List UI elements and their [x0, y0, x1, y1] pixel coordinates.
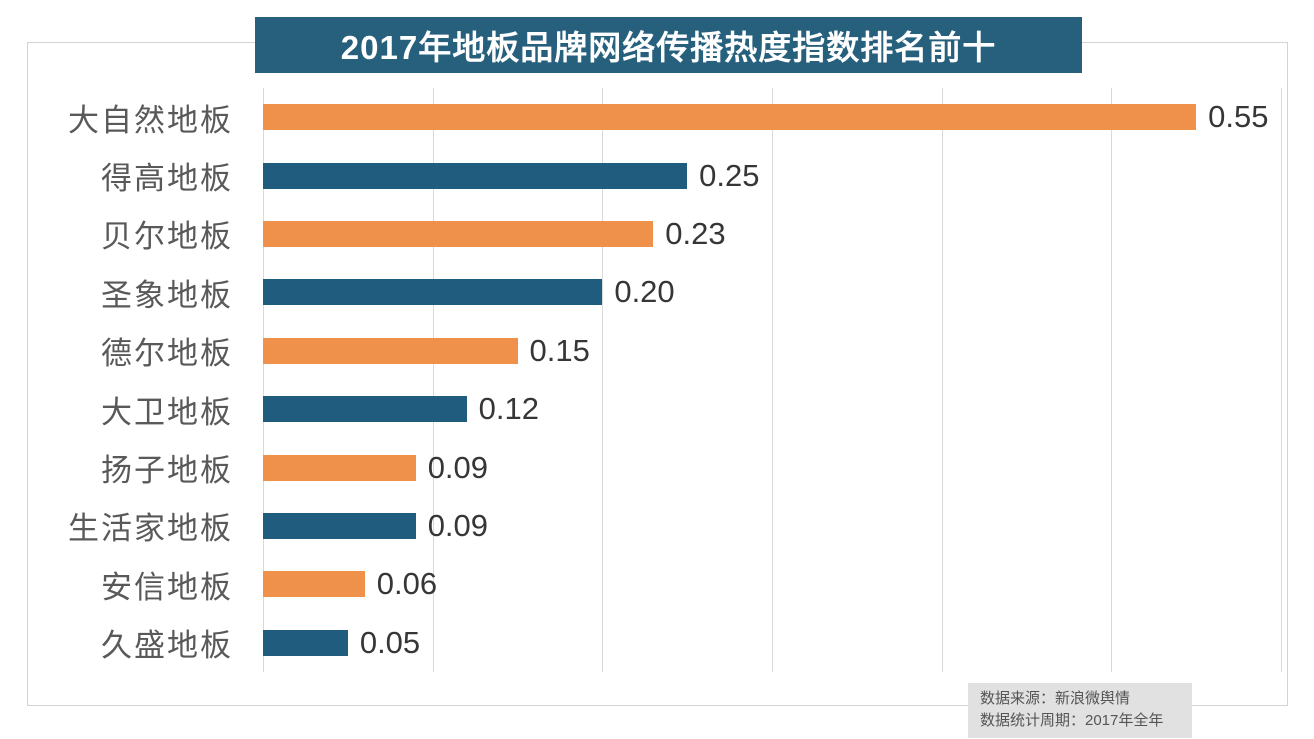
bar: [263, 629, 348, 656]
category-label: 久盛地板: [101, 628, 233, 664]
bar: [263, 337, 518, 364]
bar: [263, 454, 416, 481]
value-label: 0.25: [699, 157, 760, 193]
source-line-1: 数据来源：新浪微舆情: [980, 690, 1131, 707]
gridline: [772, 88, 773, 672]
bar-row: 扬子地板 0.09: [33, 438, 1293, 496]
category-label: 圣象地板: [101, 277, 233, 313]
gridline: [602, 88, 604, 672]
bar: [263, 162, 688, 189]
value-label: 0.09: [427, 449, 489, 485]
category-label: 得高地板: [101, 161, 233, 197]
category-label: 德尔地板: [101, 336, 233, 372]
bar-row: 久盛地板 0.05: [33, 614, 1293, 672]
value-label: 0.09: [427, 507, 489, 543]
category-label: 大自然地板: [68, 102, 233, 138]
gridline: [263, 88, 264, 672]
bar-row: 大卫地板 0.12: [33, 380, 1293, 438]
category-label: 贝尔地板: [101, 219, 233, 255]
gridline: [1281, 88, 1282, 672]
value-label: 0.15: [529, 332, 590, 368]
bar-row: 德尔地板 0.15: [33, 322, 1293, 380]
bar-row: 大自然地板 0.55: [33, 88, 1293, 146]
gridline: [1111, 88, 1113, 672]
value-label: 0.20: [614, 274, 675, 310]
chart-frame: [27, 42, 1288, 706]
category-label: 生活家地板: [68, 511, 233, 547]
bar-row: 贝尔地板 0.23: [33, 205, 1293, 263]
chart-title-banner: 2017年地板品牌网络传播热度指数排名前十: [255, 17, 1082, 73]
value-label: 0.05: [359, 624, 421, 660]
gridline: [432, 88, 434, 672]
bar-row: 生活家地板 0.09: [33, 497, 1293, 555]
bar: [263, 220, 654, 247]
category-label: 扬子地板: [101, 453, 233, 489]
value-label: 0.06: [376, 566, 438, 602]
source-line-2: 数据统计周期：2017年全年: [980, 712, 1164, 729]
gridline: [941, 88, 943, 672]
source-note: 数据来源：新浪微舆情 数据统计周期：2017年全年: [968, 683, 1192, 738]
bar: [263, 104, 1197, 131]
category-label: 安信地板: [101, 569, 233, 605]
bar-rows: 大自然地板 0.55 得高地板 0.25 贝尔地板 0.23 圣象地板 0.20 德尔地板 0.1…: [33, 88, 1293, 672]
value-label: 0.23: [665, 215, 726, 251]
value-label: 0.55: [1208, 99, 1269, 135]
bar-row: 安信地板 0.06: [33, 555, 1293, 613]
bar-row: 圣象地板 0.20: [33, 263, 1293, 321]
bar-row: 得高地板 0.25: [33, 146, 1293, 204]
value-label: 0.12: [478, 391, 539, 427]
plot-area: [263, 88, 1282, 672]
bar: [263, 571, 365, 598]
category-label: 大卫地板: [101, 394, 233, 430]
bar: [263, 396, 467, 423]
chart-title: 2017年地板品牌网络传播热度指数排名前十: [340, 29, 997, 66]
bar: [263, 279, 603, 306]
bar: [263, 512, 416, 539]
